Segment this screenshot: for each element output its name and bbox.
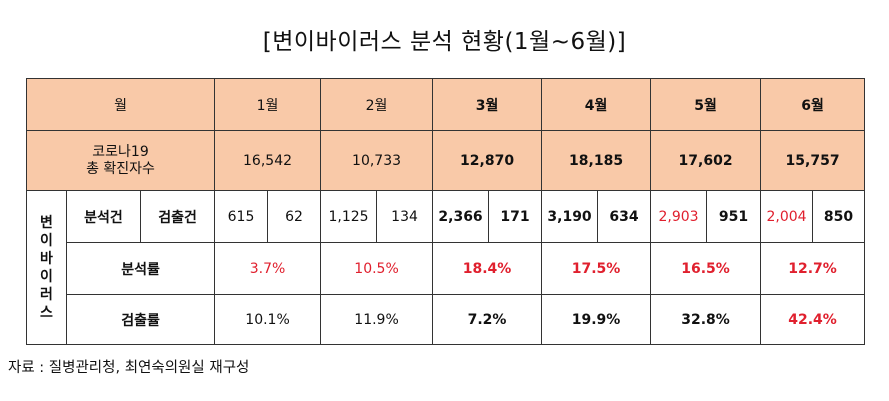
confirmed-label-line1: 코로나19 <box>92 143 149 160</box>
analyzed-4: 3,190 <box>541 190 599 243</box>
analysis-rate-label: 분석률 <box>65 242 216 295</box>
confirmed-label-line2: 총 확진자수 <box>86 160 155 177</box>
counts-row: 변 이 바 이 러 스 분석건 검출건 615 62 1,125 134 2,3… <box>26 190 866 345</box>
confirmed-2: 10,733 <box>320 130 434 191</box>
side-char: 스 <box>40 304 53 321</box>
detect-rate-3: 7.2% <box>432 294 543 345</box>
confirmed-1: 16,542 <box>214 130 322 191</box>
analysis-rate-row: 분석률 3.7% 10.5% 18.4% 17.5% 16.5% 12.7% <box>27 242 866 295</box>
detected-6: 850 <box>812 190 866 243</box>
month-row: 월 1월 2월 3월 4월 5월 6월 <box>25 78 866 131</box>
detect-rate-row: 검출률 10.1% 11.9% 7.2% 19.9% 32.8% 42.4% <box>27 294 866 345</box>
confirmed-3: 12,870 <box>432 130 543 191</box>
confirmed-label: 코로나19 총 확진자수 <box>25 130 216 191</box>
detect-rate-4: 19.9% <box>541 294 652 345</box>
detected-2: 134 <box>376 190 434 243</box>
source-note: 자료 : 질병관리청, 최연숙의원실 재구성 <box>8 360 250 376</box>
detect-rate-5: 32.8% <box>650 294 762 345</box>
confirmed-row: 코로나19 총 확진자수 16,542 10,733 12,870 18,185… <box>25 130 866 191</box>
analysis-rate-2: 10.5% <box>320 242 434 295</box>
detect-rate-2: 11.9% <box>320 294 434 345</box>
detected-3: 171 <box>488 190 543 243</box>
detect-rate-label: 검출률 <box>65 294 216 345</box>
month-1: 1월 <box>214 78 322 131</box>
analyzed-1: 615 <box>214 190 269 243</box>
confirmed-5: 17,602 <box>650 130 762 191</box>
analyzed-3: 2,366 <box>432 190 490 243</box>
confirmed-6: 15,757 <box>760 130 866 191</box>
detect-rate-6: 42.4% <box>760 294 866 345</box>
analysis-count-label: 분석건 <box>66 190 141 243</box>
detected-1: 62 <box>267 190 322 243</box>
variant-analysis-table: 월 1월 2월 3월 4월 5월 6월 코로나19 총 확진자수 16,542 … <box>25 78 866 345</box>
side-char: 바 <box>40 250 53 267</box>
side-char: 러 <box>40 286 53 303</box>
side-char: 변 <box>40 214 53 231</box>
analysis-rate-6: 12.7% <box>760 242 866 295</box>
analyzed-6: 2,004 <box>760 190 814 243</box>
month-3: 3월 <box>432 78 543 131</box>
detected-4: 634 <box>597 190 652 243</box>
month-4: 4월 <box>541 78 652 131</box>
detected-5: 951 <box>706 190 762 243</box>
detect-count-label: 검출건 <box>139 190 216 243</box>
page-title: [변이바이러스 분석 현황(1월~6월)] <box>262 29 627 55</box>
confirmed-4: 18,185 <box>541 130 652 191</box>
month-header-label: 월 <box>25 78 216 131</box>
analyzed-2: 1,125 <box>320 190 378 243</box>
analysis-rate-1: 3.7% <box>214 242 322 295</box>
side-char: 이 <box>40 268 53 285</box>
month-6: 6월 <box>760 78 866 131</box>
analysis-rate-5: 16.5% <box>650 242 762 295</box>
detect-rate-1: 10.1% <box>214 294 322 345</box>
variant-side-label: 변 이 바 이 러 스 <box>26 190 67 345</box>
side-char: 이 <box>40 232 53 249</box>
analysis-rate-3: 18.4% <box>432 242 543 295</box>
analysis-rate-4: 17.5% <box>541 242 652 295</box>
month-2: 2월 <box>320 78 434 131</box>
month-5: 5월 <box>650 78 762 131</box>
analyzed-5: 2,903 <box>650 190 708 243</box>
